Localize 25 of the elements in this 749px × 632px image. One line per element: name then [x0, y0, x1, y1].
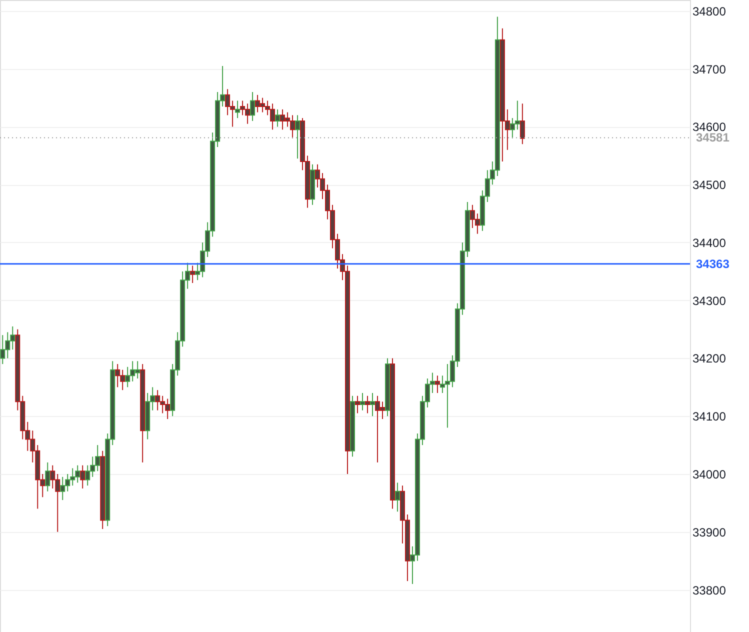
y-tick-label: 34100: [692, 410, 726, 424]
y-tick-label: 33800: [692, 583, 726, 598]
candlestick: [360, 392, 365, 411]
candlestick: [80, 464, 86, 489]
y-tick-label: 34400: [692, 236, 726, 250]
candlestick: [520, 103, 525, 145]
candlestick: [295, 114, 300, 160]
candlestick: [250, 92, 256, 122]
candlestick: [364, 395, 370, 414]
y-tick-label: 34800: [692, 4, 726, 18]
y-tick-label: 34300: [692, 294, 726, 308]
y-tick-label: 33900: [692, 525, 726, 540]
ref-line-label: 34363: [696, 256, 730, 271]
y-tick-label: 34500: [692, 178, 726, 192]
candlestick: [394, 482, 400, 512]
candlestick: [190, 265, 196, 284]
candlestick: [45, 462, 50, 492]
y-tick-label: 34700: [692, 62, 726, 76]
candlestick: [275, 108, 280, 128]
y-tick-label: 34200: [692, 352, 726, 366]
y-tick-label: 34000: [692, 468, 726, 482]
candlestick: [370, 392, 375, 417]
candlestick: [354, 395, 360, 414]
candlestick: [434, 375, 440, 394]
candlestick: [235, 100, 240, 119]
